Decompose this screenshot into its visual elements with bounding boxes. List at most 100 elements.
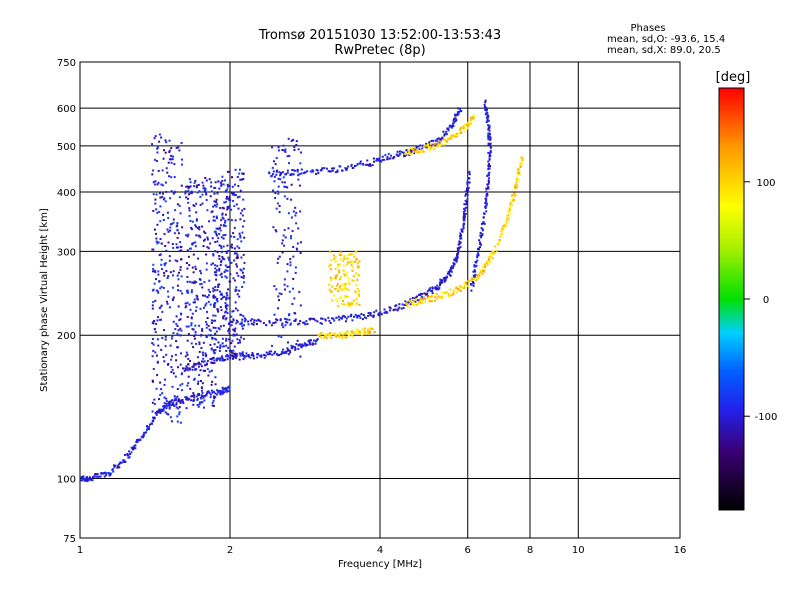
echo-point [189,308,192,311]
echo-point [226,355,229,358]
echo-point [217,180,220,183]
echo-point [232,310,235,313]
echo-point [225,304,228,307]
x-tick-label: 1 [77,545,83,556]
echo-point [333,294,336,297]
echo-point [177,246,180,249]
echo-point [187,357,190,360]
echo-point [384,154,387,157]
echo-point [151,307,154,310]
echo-point [361,333,363,336]
echo-point [243,317,246,320]
echo-point [345,332,348,335]
echo-point [209,242,212,245]
echo-point [154,202,157,205]
echo-point [228,338,230,341]
echo-point [469,283,472,285]
echo-point [236,320,239,323]
echo-point [214,326,217,329]
echo-point [433,143,436,146]
echo-point [198,228,201,231]
echo-point [464,209,467,212]
echo-point [195,368,198,371]
echo-point [441,297,444,300]
echo-point [208,220,211,223]
echo-point [437,137,440,140]
echo-point [483,263,486,266]
echo-point [234,194,237,196]
echo-point [358,162,361,165]
echo-point [296,242,299,245]
echo-point [105,472,108,475]
echo-point [215,205,218,208]
echo-point [161,268,163,271]
echo-point [351,279,354,282]
echo-point [409,298,412,301]
echo-point [354,313,357,316]
echo-point [187,201,190,204]
echo-point [283,229,286,231]
echo-point [161,310,164,313]
echo-point [441,279,443,282]
echo-point [198,363,201,366]
echo-point [299,241,302,244]
echo-point [487,261,490,264]
echo-point [220,276,223,279]
echo-point [235,353,238,356]
echo-point [302,321,305,324]
echo-point [213,359,216,362]
echo-point [381,155,384,158]
echo-point [198,341,201,344]
echo-point [224,318,227,321]
echo-point [296,339,299,342]
colorbar-tick-label: -100 [755,412,778,423]
echo-point [516,183,519,186]
echo-point [223,271,226,273]
echo-point [223,258,226,261]
echo-point [484,101,487,104]
echo-point [191,328,194,331]
echo-point [358,314,361,317]
echo-point [455,132,458,135]
echo-point [151,401,154,404]
echo-point [170,154,173,157]
echo-point [470,289,473,292]
echo-point [161,184,164,187]
echo-point [320,332,323,334]
echo-point [167,363,169,366]
echo-point [233,247,236,250]
echo-point [404,154,406,157]
echo-point [284,148,287,151]
echo-point [447,138,450,141]
echo-point [155,410,158,413]
echo-point [346,167,348,170]
echo-point [185,234,188,237]
echo-point [292,173,295,176]
echo-point [439,278,442,281]
echo-point [441,281,444,284]
echo-point [487,259,490,262]
echo-point [160,304,163,307]
echo-point [172,155,175,158]
echo-point [283,278,286,281]
echo-point [283,195,286,198]
echo-point [180,249,183,252]
echo-point [237,185,240,187]
echo-point [189,181,192,184]
echo-point [419,301,422,304]
echo-point [319,322,322,324]
echo-point [203,239,205,242]
echo-point [467,186,470,189]
echo-point [275,230,278,233]
echo-point [292,138,295,141]
echo-point [466,127,469,130]
echo-point [220,183,223,186]
echo-point [357,294,360,297]
echo-point [454,135,457,138]
y-tick-label: 750 [57,58,76,69]
echo-point [192,400,195,402]
echo-point [497,243,500,246]
echo-point [241,351,244,354]
echo-point [281,242,284,245]
echo-point [430,139,433,142]
